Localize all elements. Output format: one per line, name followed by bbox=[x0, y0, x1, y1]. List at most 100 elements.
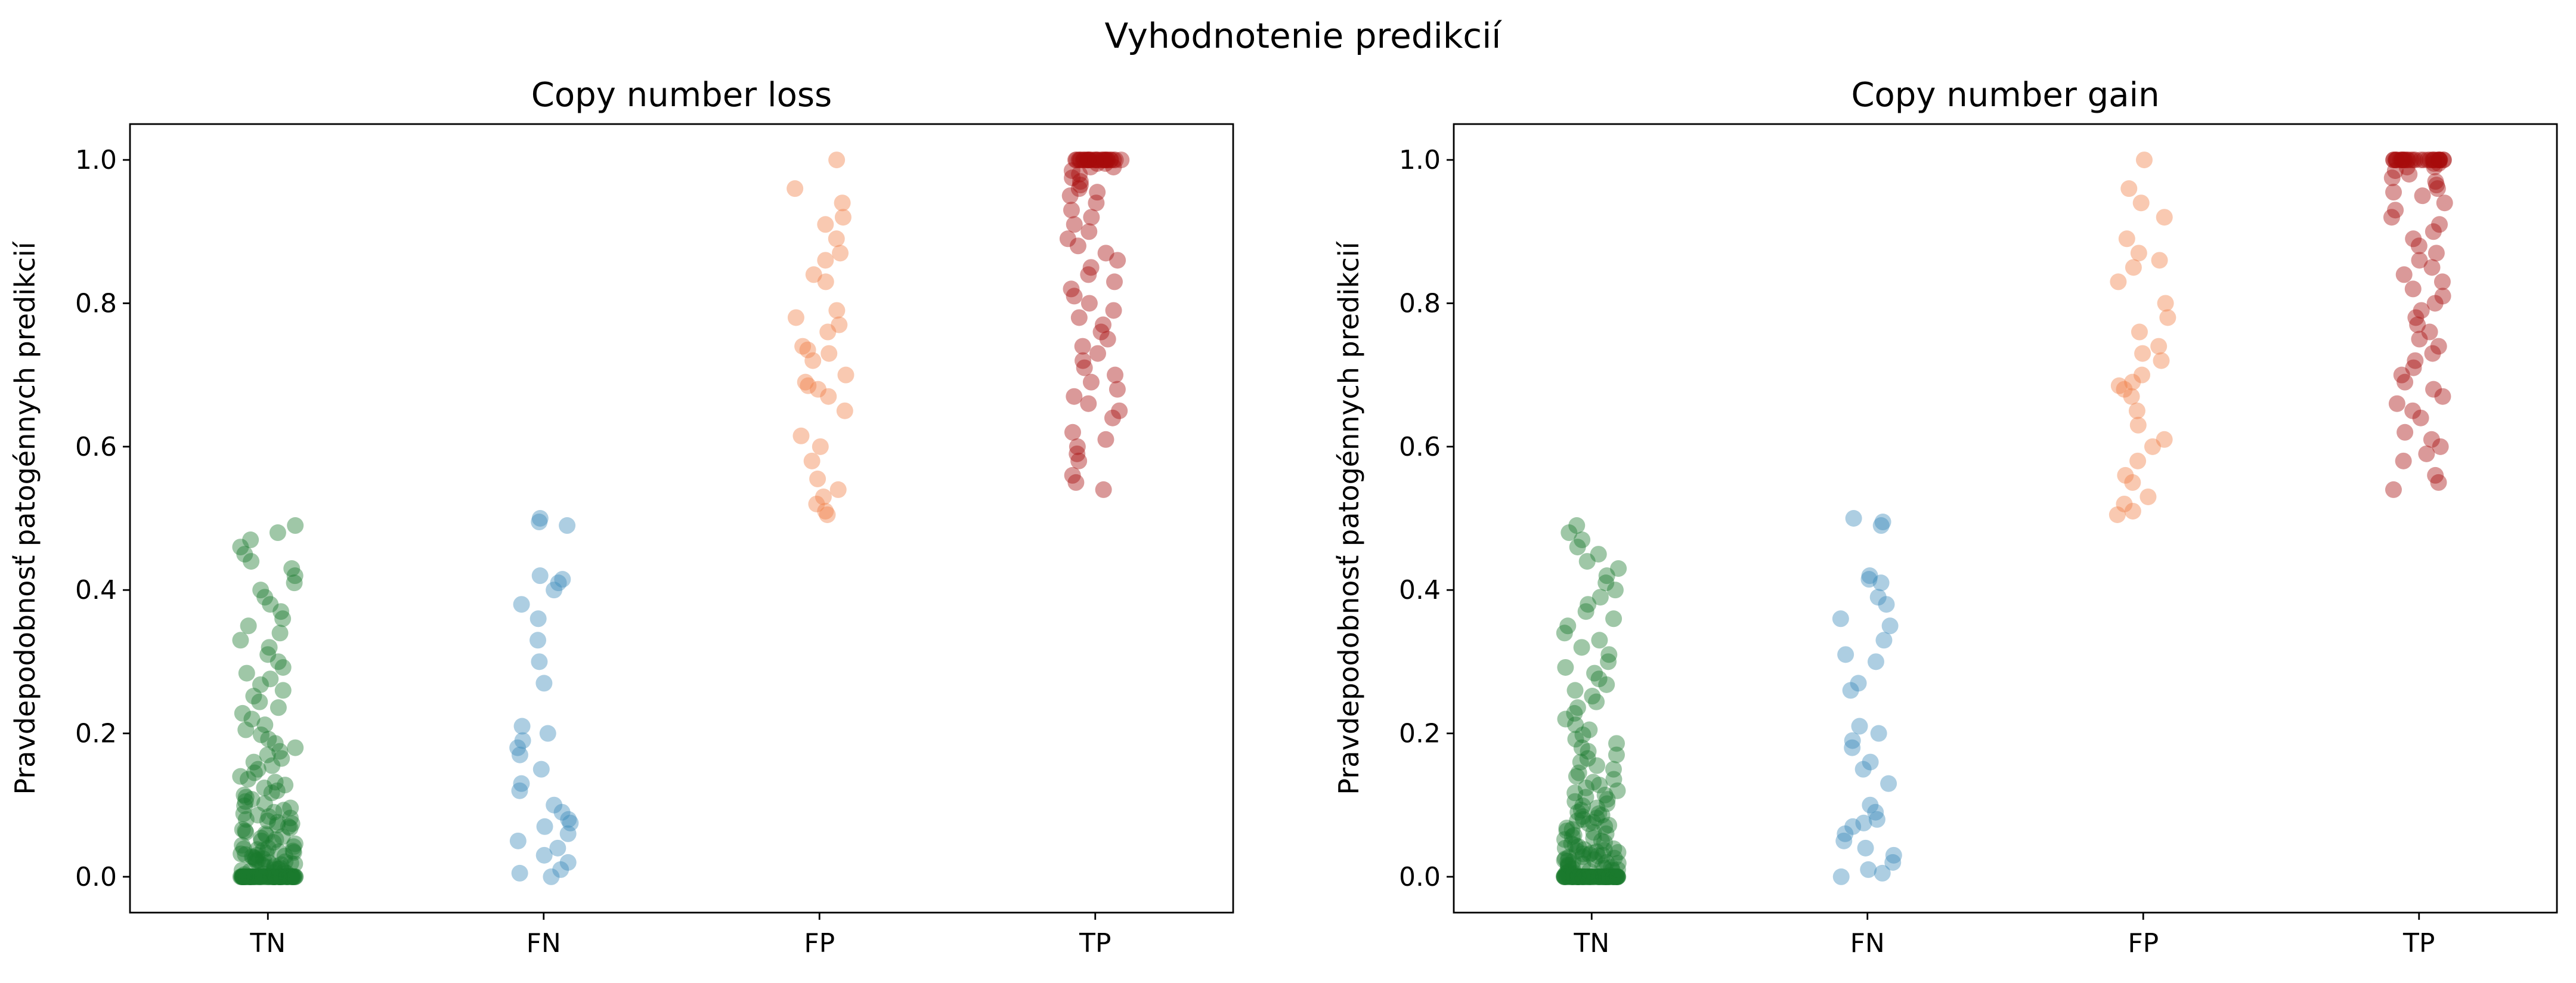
data-point bbox=[2425, 152, 2442, 169]
series-fp bbox=[2109, 152, 2176, 523]
data-point bbox=[1850, 675, 1867, 692]
data-point bbox=[2405, 230, 2422, 248]
data-point bbox=[787, 309, 804, 326]
data-point bbox=[1568, 768, 1585, 785]
data-point bbox=[1600, 868, 1617, 885]
data-point bbox=[2412, 152, 2429, 169]
data-point bbox=[267, 735, 284, 752]
data-point bbox=[266, 861, 283, 878]
data-point bbox=[1577, 603, 1594, 620]
data-point bbox=[252, 726, 270, 743]
data-point bbox=[267, 868, 284, 885]
data-point bbox=[820, 388, 837, 405]
data-point bbox=[273, 868, 290, 885]
data-point bbox=[1601, 868, 1618, 885]
data-point bbox=[1569, 539, 1586, 556]
data-point bbox=[234, 837, 251, 854]
data-point bbox=[1563, 868, 1580, 885]
data-point bbox=[2159, 309, 2176, 326]
data-point bbox=[1603, 859, 1620, 876]
data-point bbox=[1599, 868, 1616, 885]
data-point bbox=[1567, 716, 1584, 734]
data-point bbox=[275, 802, 292, 819]
data-point bbox=[261, 639, 278, 656]
data-point bbox=[554, 571, 571, 588]
data-point bbox=[831, 316, 848, 333]
data-point bbox=[1556, 850, 1574, 867]
data-point bbox=[1092, 323, 1110, 341]
data-point bbox=[803, 452, 821, 469]
data-point bbox=[1574, 797, 1592, 814]
data-point bbox=[1577, 868, 1594, 885]
data-point bbox=[1104, 409, 1121, 426]
data-point bbox=[1598, 676, 1615, 693]
data-point bbox=[278, 868, 295, 885]
data-point bbox=[2117, 466, 2134, 484]
data-point bbox=[234, 821, 251, 838]
data-point bbox=[1585, 824, 1602, 841]
data-point bbox=[234, 868, 252, 885]
data-point bbox=[1872, 574, 1890, 592]
data-point bbox=[1560, 863, 1577, 880]
data-point bbox=[1556, 831, 1573, 848]
data-point bbox=[1088, 194, 1105, 212]
data-point bbox=[243, 868, 260, 885]
data-point bbox=[1608, 868, 1626, 885]
data-point bbox=[271, 868, 288, 885]
data-point bbox=[535, 846, 553, 864]
data-point bbox=[259, 646, 277, 663]
data-point bbox=[2431, 216, 2448, 233]
data-point bbox=[2388, 395, 2405, 412]
data-point bbox=[812, 438, 829, 455]
data-point bbox=[2413, 302, 2430, 319]
data-point bbox=[1577, 779, 1594, 796]
data-point bbox=[1571, 868, 1589, 885]
series-fn bbox=[509, 510, 579, 885]
data-point bbox=[237, 793, 254, 810]
data-point bbox=[277, 853, 294, 870]
data-point bbox=[270, 843, 287, 860]
data-point bbox=[275, 868, 292, 885]
data-point bbox=[235, 805, 252, 823]
data-point bbox=[1606, 849, 1623, 867]
data-point bbox=[237, 824, 255, 841]
data-point bbox=[1845, 510, 1862, 527]
data-point bbox=[1560, 857, 1577, 874]
data-point bbox=[1082, 259, 1100, 276]
data-point bbox=[284, 842, 302, 860]
data-point bbox=[1066, 288, 1083, 305]
data-point bbox=[278, 868, 296, 885]
data-point bbox=[1568, 868, 1586, 885]
data-point bbox=[2407, 352, 2424, 369]
data-point bbox=[535, 675, 553, 692]
data-point bbox=[267, 868, 284, 885]
data-point bbox=[1557, 868, 1574, 885]
data-point bbox=[247, 852, 265, 870]
data-point bbox=[249, 761, 267, 778]
data-point bbox=[274, 868, 292, 885]
data-point bbox=[539, 725, 556, 742]
data-point bbox=[1093, 152, 1110, 169]
data-point bbox=[2432, 438, 2449, 455]
data-point bbox=[1577, 789, 1594, 806]
data-point bbox=[270, 868, 287, 885]
data-point bbox=[1597, 868, 1614, 885]
data-point bbox=[1842, 682, 1859, 699]
data-point bbox=[787, 180, 804, 197]
data-point bbox=[280, 818, 297, 835]
data-point bbox=[273, 856, 290, 873]
data-point bbox=[1567, 868, 1584, 885]
data-point bbox=[270, 868, 287, 885]
data-point bbox=[1580, 868, 1597, 885]
data-point bbox=[819, 323, 837, 341]
data-point bbox=[2134, 366, 2151, 384]
data-point bbox=[2156, 431, 2173, 448]
data-point bbox=[246, 764, 263, 781]
data-point bbox=[2435, 152, 2452, 169]
data-point bbox=[247, 851, 264, 868]
x-tick-label: TP bbox=[1079, 928, 1111, 959]
data-point bbox=[530, 610, 547, 627]
data-point bbox=[1558, 820, 1575, 837]
data-point bbox=[2399, 152, 2417, 169]
y-tick-label: 0.8 bbox=[75, 288, 117, 319]
